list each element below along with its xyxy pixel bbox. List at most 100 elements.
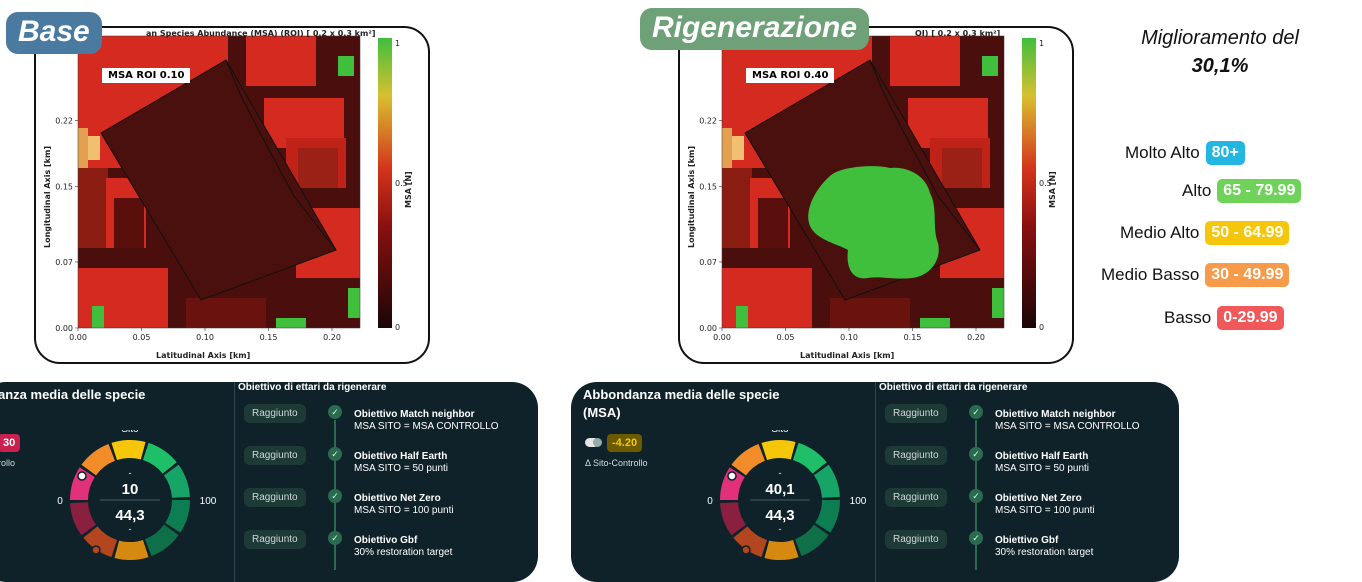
- objective-subtitle: MSA SITO = MSA CONTROLLO: [354, 421, 499, 432]
- gauge-segment: [733, 526, 768, 558]
- colorbar: [378, 38, 392, 328]
- check-icon: ✓: [969, 447, 983, 461]
- status-badge: Raggiunto: [244, 488, 306, 507]
- x-tick-label: 0.20: [967, 333, 985, 342]
- objective-subtitle: MSA SITO = 100 punti: [354, 505, 454, 516]
- check-icon: ✓: [969, 405, 983, 419]
- x-axis-label: Latitudinal Axis [km]: [800, 351, 894, 360]
- scenario-tag-base: Base: [6, 12, 102, 54]
- x-tick-label: 0.05: [133, 333, 151, 342]
- objective-title: Obiettivo Half Earth: [995, 451, 1089, 462]
- gauge-segment: [83, 526, 118, 558]
- gauge-control-value: 44,3: [115, 507, 144, 524]
- objective-title: Obiettivo Match neighbor: [995, 409, 1116, 420]
- gauge-site-value: 10: [122, 481, 139, 498]
- legend-label: Basso: [1164, 308, 1212, 327]
- site-marker-icon: [727, 471, 737, 481]
- x-tick-label: 0.15: [904, 333, 922, 342]
- chart-title: OI) [ 0.2 x 0.3 km²]: [915, 29, 1000, 38]
- panel-divider: [234, 382, 235, 582]
- chart-title: an Species Abundance (MSA) (ROI) [ 0.2 x…: [146, 29, 376, 38]
- legend-item: Molto Alto 80+: [1125, 139, 1245, 167]
- control-marker-icon: [91, 545, 101, 555]
- check-icon: ✓: [328, 447, 342, 461]
- legend-item: Alto 65 - 79.99: [1182, 177, 1302, 205]
- panel-title: anza media delle specie: [0, 387, 146, 402]
- x-tick-label: 0.00: [713, 333, 731, 342]
- y-axis-label: Longitudinal Axis [km]: [43, 146, 52, 248]
- colorbar: [1022, 38, 1036, 328]
- gauge-segment: [761, 440, 796, 461]
- gauge-top-label: Sito: [771, 430, 789, 435]
- colorbar-tick: 1: [395, 39, 400, 48]
- toggle-icon[interactable]: [585, 438, 599, 447]
- x-tick-label: 0.20: [323, 333, 341, 342]
- y-tick-label: 0.22: [55, 116, 73, 125]
- gauge-segment: [165, 500, 190, 533]
- toggle-knob-icon: [593, 438, 602, 447]
- legend-label: Alto: [1182, 181, 1212, 200]
- legend-label: Medio Alto: [1120, 223, 1200, 242]
- objective-subtitle: 30% restoration target: [354, 547, 453, 558]
- check-icon: ✓: [969, 531, 983, 545]
- panel-subtitle: (MSA): [583, 405, 621, 420]
- y-tick-label: 0.15: [55, 182, 73, 191]
- gauge-segment: [163, 464, 190, 498]
- gauge-segment: [145, 524, 179, 557]
- x-tick-label: 0.05: [777, 333, 795, 342]
- y-tick-label: 0.15: [699, 182, 717, 191]
- delta-label: Δ Sito-Controllo: [585, 458, 648, 468]
- improvement-note: Miglioramento del 30,1%: [1085, 24, 1355, 80]
- gauge-min-label: 0: [707, 496, 713, 507]
- legend-badge: 50 - 64.99: [1205, 221, 1290, 245]
- legend-label: Molto Alto: [1125, 143, 1200, 162]
- objective-subtitle: MSA SITO = 100 punti: [995, 505, 1095, 516]
- map-card-rigenerazione: OI) [ 0.2 x 0.3 km²] 1 0.5 0 MSA [N] Lon…: [678, 26, 1074, 364]
- gauge-segment: [795, 524, 829, 557]
- objective-subtitle: MSA SITO = 50 punti: [995, 463, 1090, 474]
- x-tick-label: 0.00: [69, 333, 87, 342]
- colorbar-tick: 0: [1039, 323, 1044, 332]
- objectives-header: Obiettivo di ettari da rigenerare: [238, 382, 387, 393]
- control-marker-icon: [741, 545, 751, 555]
- colorbar-label: MSA [N]: [1048, 171, 1057, 208]
- status-badge: Raggiunto: [885, 446, 947, 465]
- y-axis-label: Longitudinal Axis [km]: [687, 146, 696, 248]
- colorbar-label: MSA [N]: [404, 171, 413, 208]
- gauge-segment: [720, 502, 747, 536]
- y-tick-label: 0.07: [55, 258, 73, 267]
- delta-badge: 30: [0, 434, 21, 452]
- msa-heatmap-base: an Species Abundance (MSA) (ROI) [ 0.2 x…: [43, 29, 413, 360]
- objective-title: Obiettivo Gbf: [995, 535, 1059, 546]
- gauge-segment: [70, 502, 97, 536]
- colorbar-tick: 0.5: [395, 179, 408, 188]
- status-badge: Raggiunto: [885, 404, 947, 423]
- gauge-segment: [764, 539, 799, 560]
- delta-label: rollo: [0, 458, 16, 468]
- legend-badge: 30 - 49.99: [1205, 263, 1290, 287]
- gauge-segment: [720, 467, 745, 500]
- gauge-dash: -: [779, 524, 782, 534]
- status-badge: Raggiunto: [885, 530, 947, 549]
- objective-title: Obiettivo Half Earth: [354, 451, 448, 462]
- status-badge: Raggiunto: [244, 404, 306, 423]
- gauge-segment: [792, 442, 827, 474]
- gauge-max-label: 100: [850, 496, 867, 507]
- panel-title: Abbondanza media delle specie: [583, 387, 780, 402]
- scenario-tag-rigenerazione: Rigenerazione: [640, 8, 870, 50]
- legend-badge: 80+: [1205, 141, 1245, 165]
- y-tick-label: 0.00: [699, 324, 717, 333]
- gauge-segment: [111, 440, 146, 461]
- status-badge: Raggiunto: [244, 446, 306, 465]
- status-badge: Raggiunto: [885, 488, 947, 507]
- y-tick-label: 0.07: [699, 258, 717, 267]
- improvement-text: Miglioramento del: [1141, 27, 1299, 49]
- map-card-base: an Species Abundance (MSA) (ROI) [ 0.2 x…: [34, 26, 430, 364]
- legend-item: Medio Basso 30 - 49.99: [1101, 261, 1290, 289]
- delta-badge: -4.20: [607, 434, 643, 452]
- objective-title: Obiettivo Match neighbor: [354, 409, 475, 420]
- msa-panel-base: anza media delle specie 30 rollo Sito - 10…: [0, 382, 538, 582]
- gauge-site-value: 40,1: [765, 481, 794, 498]
